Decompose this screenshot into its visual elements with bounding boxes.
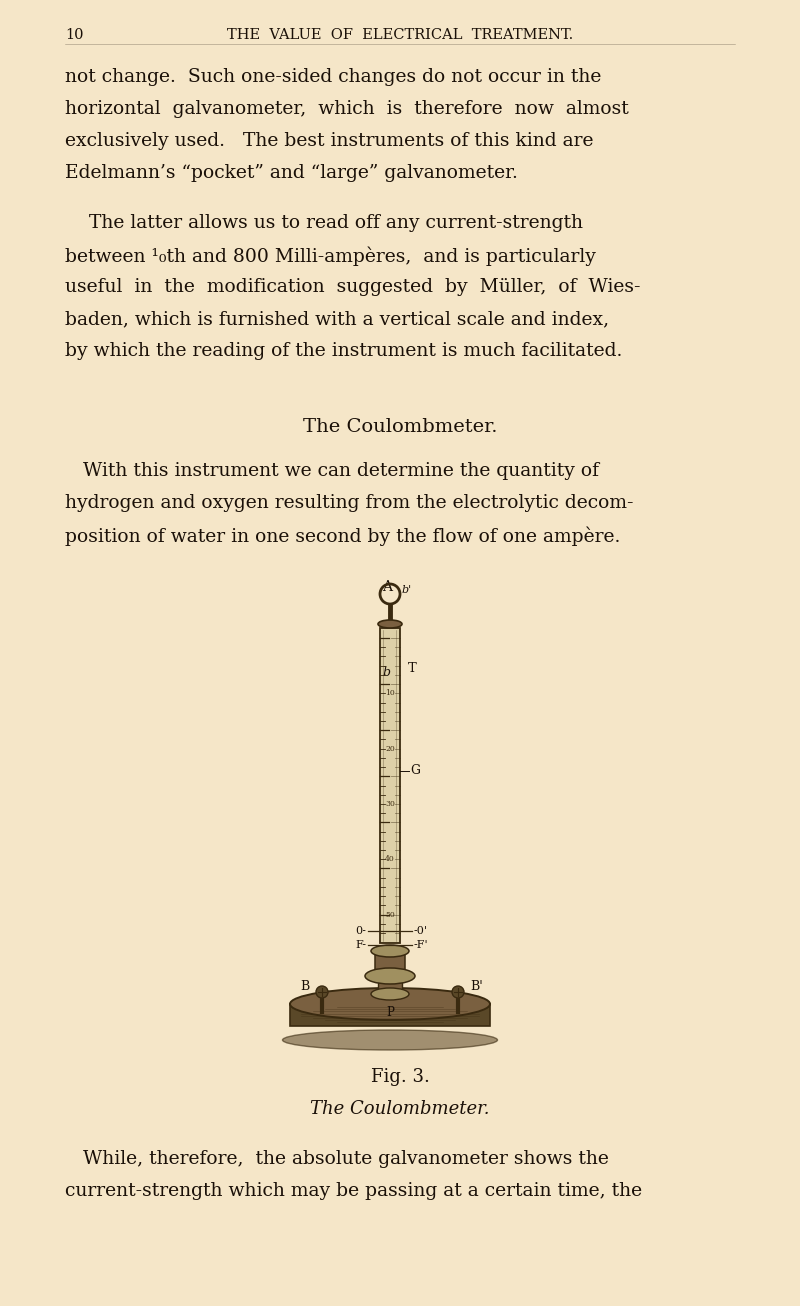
Bar [375,951,405,976]
Text: 0-: 0- [355,926,366,936]
Text: not change.  Such one-sided changes do not occur in the: not change. Such one-sided changes do no… [65,68,602,86]
Text: 40: 40 [385,855,395,863]
Text: baden, which is furnished with a vertical scale and index,: baden, which is furnished with a vertica… [65,310,609,328]
Ellipse shape [290,989,490,1020]
Circle shape [452,986,464,998]
Text: exclusively used.   The best instruments of this kind are: exclusively used. The best instruments o… [65,132,594,150]
Text: 10: 10 [385,690,395,697]
Ellipse shape [365,968,415,983]
Text: position of water in one second by the flow of one ampère.: position of water in one second by the f… [65,526,620,546]
Text: Fig. 3.: Fig. 3. [370,1068,430,1087]
Text: The latter allows us to read off any current-strength: The latter allows us to read off any cur… [65,214,583,232]
Bar [290,1004,490,1027]
Text: G: G [410,764,420,777]
Text: useful  in  the  modification  suggested  by  Müller,  of  Wies-: useful in the modification suggested by … [65,278,641,296]
Text: b: b [382,666,390,679]
Text: 50: 50 [385,910,395,918]
Text: -0': -0' [414,926,428,936]
Text: The Coulombmeter.: The Coulombmeter. [310,1100,490,1118]
Text: B': B' [470,980,482,993]
Text: With this instrument we can determine the quantity of: With this instrument we can determine th… [65,462,599,481]
Bar [378,976,402,994]
Text: 30: 30 [385,801,395,808]
Text: The Coulombmeter.: The Coulombmeter. [302,418,498,436]
Text: current-strength which may be passing at a certain time, the: current-strength which may be passing at… [65,1182,642,1200]
Ellipse shape [378,620,402,628]
Text: by which the reading of the instrument is much facilitated.: by which the reading of the instrument i… [65,342,622,360]
Text: THE  VALUE  OF  ELECTRICAL  TREATMENT.: THE VALUE OF ELECTRICAL TREATMENT. [227,27,573,42]
Text: While, therefore,  the absolute galvanometer shows the: While, therefore, the absolute galvanome… [65,1151,609,1168]
Text: Edelmann’s “pocket” and “large” galvanometer.: Edelmann’s “pocket” and “large” galvanom… [65,165,518,182]
Circle shape [316,986,328,998]
Bar [380,628,400,943]
Text: b': b' [402,585,412,596]
Text: hydrogen and oxygen resulting from the electrolytic decom-: hydrogen and oxygen resulting from the e… [65,494,634,512]
Text: horizontal  galvanometer,  which  is  therefore  now  almost: horizontal galvanometer, which is theref… [65,101,629,118]
Text: F-: F- [355,940,366,949]
Text: 10: 10 [65,27,83,42]
Ellipse shape [371,946,409,957]
Text: P: P [386,1006,394,1019]
Ellipse shape [282,1030,498,1050]
Text: A: A [382,580,392,594]
Text: 20: 20 [385,744,395,752]
Text: B: B [301,980,310,993]
Text: -F': -F' [414,940,429,949]
Text: between ¹₀th and 800 Milli-ampères,  and is particularly: between ¹₀th and 800 Milli-ampères, and … [65,246,596,265]
Ellipse shape [371,989,409,1000]
Text: T: T [408,662,417,674]
